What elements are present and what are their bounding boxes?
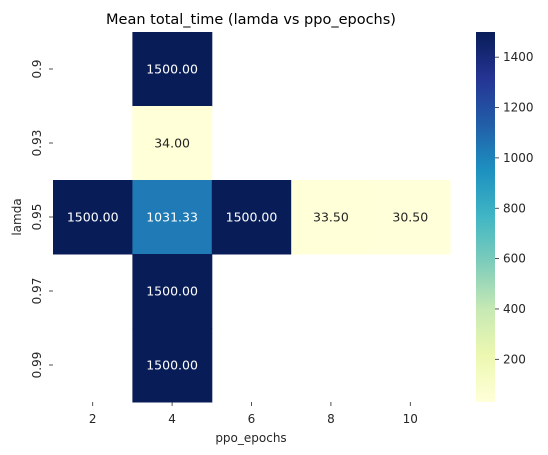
colorbar-tick-label: 800 [503,201,526,215]
heatmap-cell [132,32,213,107]
colorbar-axis: 200 400 600 800 1000 1200 1400 [495,50,534,366]
y-tick-label: 0.97 [30,278,44,305]
heatmap-cell [132,254,213,329]
colorbar-tick-label: 400 [503,302,526,316]
y-tick-label: 0.99 [30,352,44,379]
x-tick-label: 10 [403,412,418,426]
x-tick-label: 2 [89,412,97,426]
cell-value-label: 34.00 [154,136,190,151]
heatmap-cell [132,328,213,403]
x-tick-label: 6 [248,412,256,426]
chart-title: Mean total_time (lamda vs ppo_epochs) [106,12,396,28]
y-tick-label: 0.95 [30,204,44,231]
heatmap-cell [370,180,451,255]
x-tick-label: 4 [168,412,176,426]
y-axis: 0.9 0.93 0.95 0.97 0.99 [30,59,53,378]
colorbar [476,32,495,402]
colorbar-tick-label: 200 [503,352,526,366]
heatmap-cell [132,106,213,181]
heatmap-cell [132,180,213,255]
cell-value-label: 1500.00 [146,284,198,299]
x-axis: 2 4 6 8 10 [89,402,418,426]
colorbar-tick-label: 1200 [503,101,534,115]
cell-value-label: 1500.00 [146,62,198,77]
y-tick-label: 0.93 [30,130,44,157]
cell-value-label: 1500.00 [226,210,278,225]
heatmap-cell [291,180,372,255]
colorbar-tick-label: 600 [503,252,526,266]
cell-value-label: 1500.00 [67,210,119,225]
cell-value-label: 33.50 [313,210,349,225]
colorbar-tick-label: 1000 [503,151,534,165]
x-tick-label: 8 [327,412,335,426]
cell-value-label: 1031.33 [146,210,198,225]
x-axis-label: ppo_epochs [215,431,286,445]
heatmap-cell [211,180,292,255]
heatmap-cells: 1500.00 34.00 1500.00 1031.33 1500.00 33.50 30… [53,32,451,403]
y-tick-label: 0.9 [30,59,44,78]
cell-value-label: 30.50 [392,210,428,225]
cell-value-label: 1500.00 [146,358,198,373]
colorbar-tick-label: 1400 [503,50,534,64]
heatmap-cell [53,180,133,255]
y-axis-label: lamda [10,198,24,235]
